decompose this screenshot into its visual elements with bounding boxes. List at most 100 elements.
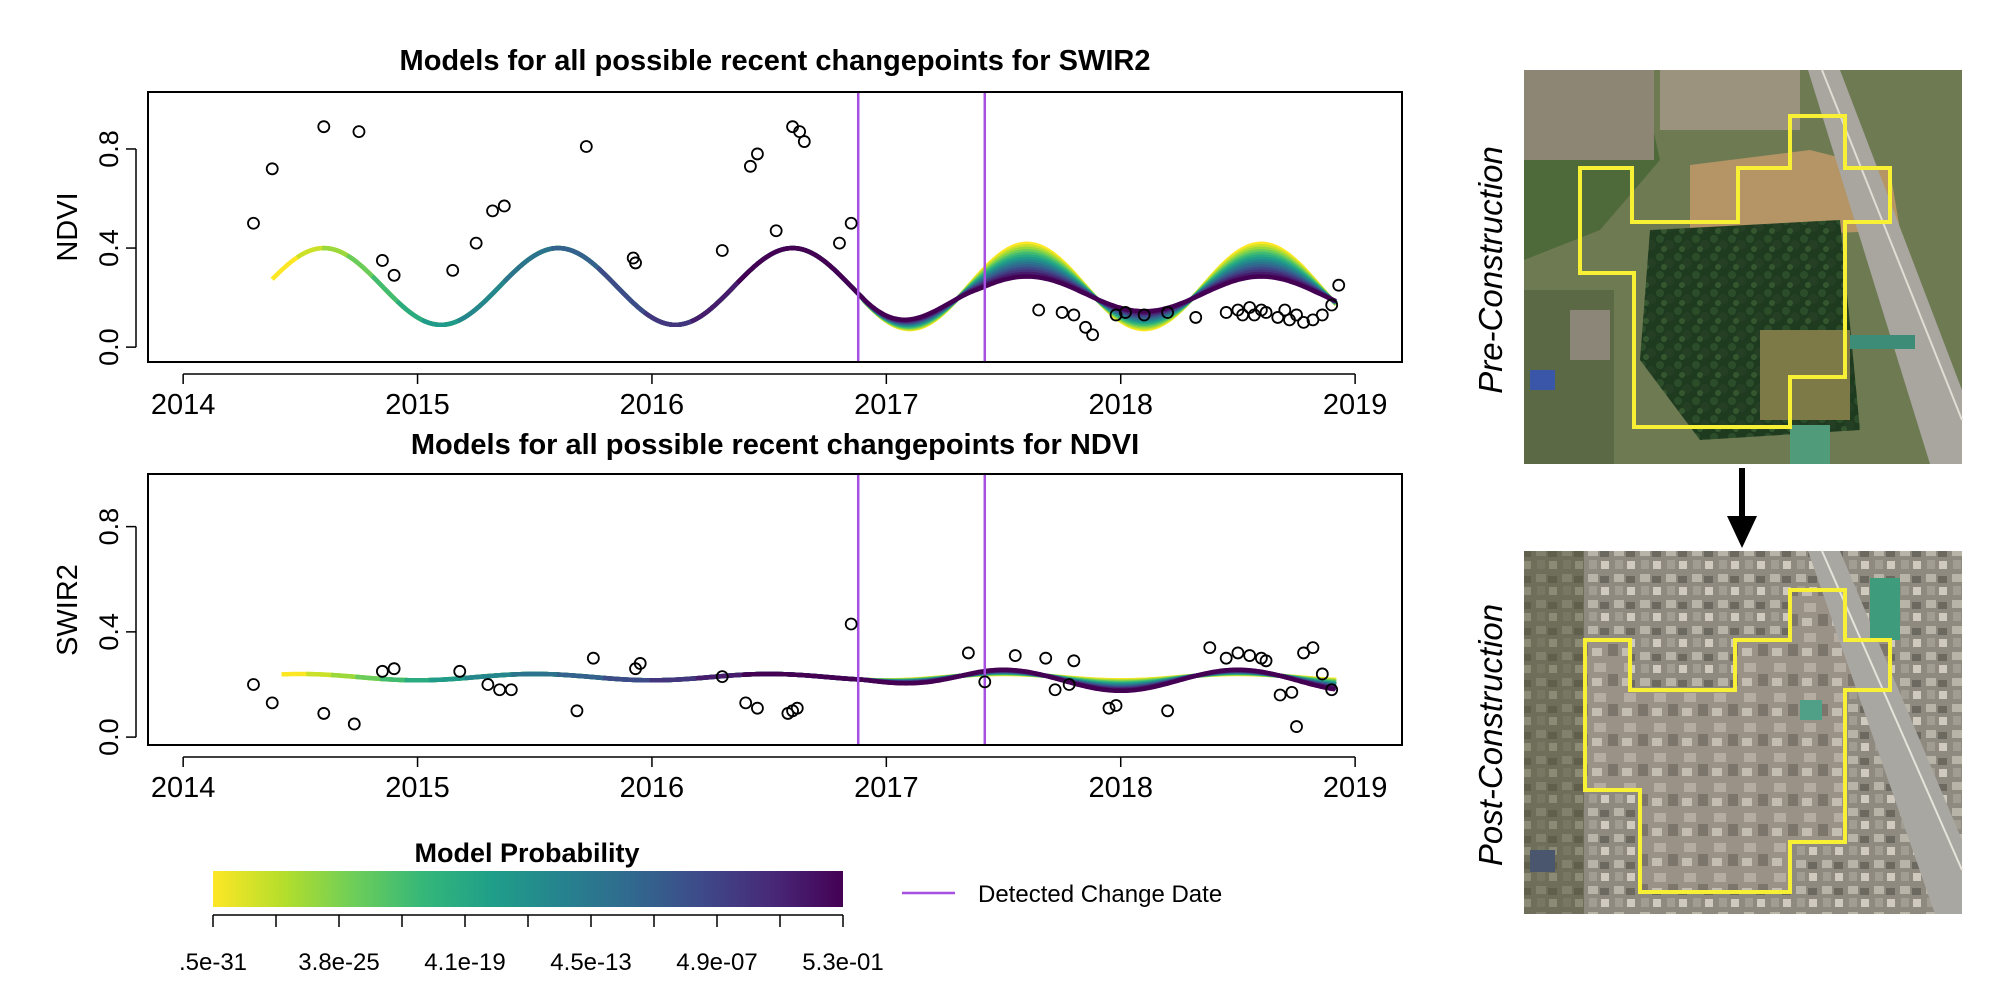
- observation-point: [1067, 654, 1081, 668]
- observation-point: [265, 696, 279, 710]
- pre-construction-image: Pre-Construction: [1472, 69, 1963, 464]
- model-curve: [736, 245, 1337, 322]
- observation-point: [1231, 646, 1245, 660]
- pre-green-roof-2: [1790, 425, 1830, 464]
- observation-point: [797, 135, 811, 148]
- y-tick-label: 0.8: [94, 130, 124, 168]
- pre-construction-label: Pre-Construction: [1472, 146, 1509, 394]
- colorbar-tick-label: 4.5e-13: [550, 949, 631, 976]
- ndvi-y-axis-title: NDVI: [52, 192, 84, 261]
- observation-point: [1219, 651, 1233, 665]
- observation-point: [1055, 306, 1069, 319]
- observation-point: [1067, 308, 1081, 322]
- observation-point: [1109, 308, 1123, 322]
- x-tick-label: 2018: [1088, 772, 1153, 804]
- observation-point: [1039, 651, 1053, 665]
- x-tick-label: 2019: [1323, 772, 1388, 804]
- observation-point: [375, 664, 389, 678]
- pre-house: [1570, 310, 1610, 360]
- ndvi-panel-points: [247, 120, 1346, 342]
- observation-point: [1086, 328, 1100, 342]
- observation-point: [446, 263, 460, 277]
- observation-point: [715, 670, 729, 683]
- observation-point: [579, 140, 593, 153]
- observation-point: [586, 651, 600, 665]
- x-tick-label: 2017: [854, 389, 919, 421]
- observation-point: [347, 717, 361, 731]
- ndvi-plot-frame: [147, 91, 1403, 363]
- pre-buildings-nw: [1524, 70, 1654, 160]
- x-tick-label: 2016: [620, 389, 685, 421]
- ndvi-panel-change-lines: [856, 92, 987, 362]
- swir2-y-axis-title: SWIR2: [52, 564, 84, 656]
- observation-point: [1219, 306, 1233, 319]
- y-tick-label: 0.0: [94, 718, 124, 756]
- observation-point: [978, 675, 992, 689]
- model-curve: [296, 244, 1338, 331]
- observation-point: [1243, 649, 1257, 662]
- observation-point: [633, 657, 647, 670]
- observation-point: [769, 224, 783, 238]
- pre-blue-roof: [1530, 370, 1555, 390]
- colorbar-tick-label: 5.3e-01: [802, 949, 883, 976]
- observation-point: [1271, 311, 1285, 324]
- observation-point: [961, 646, 975, 660]
- observation-point: [1306, 641, 1320, 655]
- observation-point: [1008, 649, 1022, 662]
- post-construction-boundary: [1583, 588, 1892, 894]
- observation-point: [1259, 306, 1273, 319]
- observation-point: [739, 696, 753, 710]
- observation-point: [1102, 701, 1116, 715]
- observation-point: [743, 159, 757, 173]
- observation-point: [481, 678, 495, 691]
- ndvi-panel: Models for all possible recent changepoi…: [52, 45, 1403, 421]
- pre-buildings-n: [1660, 70, 1800, 130]
- model-curve: [322, 245, 1337, 330]
- colorbar-ticks: [212, 915, 844, 927]
- pre-construction-boundary: [1578, 114, 1892, 429]
- observation-point: [1203, 641, 1217, 655]
- observation-point: [1079, 320, 1092, 334]
- x-tick-label: 2014: [151, 772, 216, 804]
- post-construction-label: Post-Construction: [1472, 604, 1509, 866]
- observation-point: [375, 254, 389, 267]
- x-tick-label: 2015: [385, 772, 450, 804]
- observation-point: [1297, 315, 1310, 329]
- observation-point: [844, 216, 858, 230]
- colorbar: Model Probability .5e-31 3.8e-25 4.1e-19 4.…: [179, 838, 884, 976]
- model-curve: [741, 667, 1336, 694]
- observation-point: [844, 617, 858, 631]
- post-west-vegetation: [1524, 551, 1584, 914]
- colorbar-tick-label: 4.9e-07: [676, 949, 757, 976]
- observation-point: [247, 678, 260, 691]
- swir2-panel: Models for all possible recent changepoi…: [52, 429, 1403, 804]
- observation-point: [1325, 298, 1339, 312]
- observation-point: [1297, 646, 1310, 660]
- observation-point: [1161, 306, 1175, 319]
- ndvi-panel-title: Models for all possible recent changepoi…: [400, 45, 1151, 77]
- observation-point: [1315, 308, 1329, 322]
- colorbar-tick-label: 3.8e-25: [298, 949, 379, 976]
- swir2-panel-title: Models for all possible recent changepoi…: [411, 429, 1139, 461]
- swir2-panel-points: [247, 617, 1339, 733]
- colorbar-title: Model Probability: [414, 838, 639, 868]
- observation-point: [387, 662, 401, 676]
- observation-point: [1161, 704, 1175, 718]
- observation-point: [497, 199, 511, 213]
- observation-point: [1032, 303, 1046, 317]
- observation-point: [1325, 683, 1339, 697]
- post-construction-site: [1585, 590, 1890, 892]
- swir2-plot-frame: [147, 473, 1403, 746]
- observation-point: [1332, 278, 1346, 292]
- observation-point: [790, 701, 804, 715]
- observation-point: [570, 704, 584, 718]
- observation-point: [751, 701, 764, 715]
- observation-point: [1315, 667, 1329, 681]
- x-tick-label: 2018: [1088, 389, 1153, 421]
- swir2-panel-change-lines: [856, 474, 987, 745]
- observation-point: [317, 120, 331, 134]
- x-tick-label: 2019: [1323, 389, 1388, 421]
- observation-point: [1189, 311, 1203, 324]
- observation-point: [387, 268, 401, 282]
- colorbar-gradient: [213, 871, 843, 907]
